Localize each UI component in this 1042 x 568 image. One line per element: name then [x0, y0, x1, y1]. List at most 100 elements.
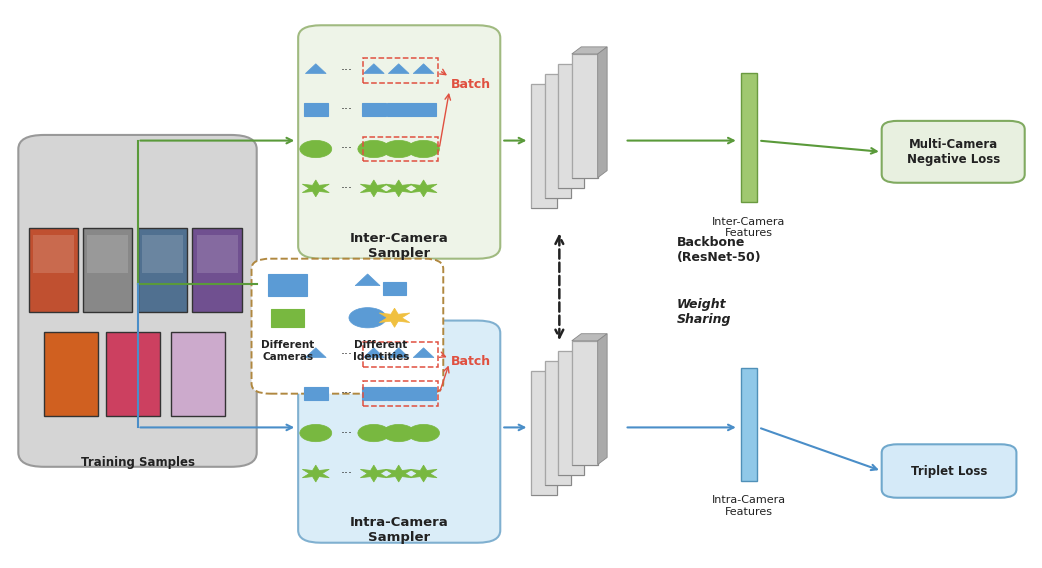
- Bar: [572, 54, 598, 178]
- Text: ···: ···: [341, 348, 353, 361]
- Bar: [138, 228, 188, 312]
- Bar: [559, 64, 585, 188]
- FancyBboxPatch shape: [882, 121, 1024, 183]
- Bar: [86, 235, 128, 273]
- Circle shape: [300, 424, 331, 442]
- Bar: [362, 387, 386, 400]
- Text: ···: ···: [341, 387, 353, 400]
- Bar: [268, 274, 307, 296]
- Polygon shape: [386, 180, 413, 197]
- Polygon shape: [355, 274, 380, 286]
- Circle shape: [349, 308, 387, 328]
- Bar: [197, 235, 238, 273]
- Text: Backbone
(ResNet-50): Backbone (ResNet-50): [676, 236, 761, 264]
- Bar: [82, 228, 132, 312]
- Polygon shape: [305, 64, 326, 73]
- Text: Different
Cameras: Different Cameras: [262, 340, 315, 362]
- Text: Multi-Camera
Negative Loss: Multi-Camera Negative Loss: [907, 138, 1000, 166]
- Text: Intra-Camera
Features: Intra-Camera Features: [712, 495, 786, 516]
- Bar: [572, 54, 598, 178]
- Text: Triplet Loss: Triplet Loss: [911, 465, 987, 478]
- Circle shape: [382, 424, 415, 442]
- Bar: [531, 371, 557, 495]
- Text: Batch: Batch: [450, 78, 491, 91]
- Bar: [545, 361, 571, 485]
- Circle shape: [407, 140, 440, 158]
- Bar: [364, 381, 438, 406]
- Polygon shape: [411, 465, 437, 482]
- Polygon shape: [364, 64, 384, 73]
- Circle shape: [300, 140, 331, 158]
- Bar: [545, 74, 571, 198]
- Polygon shape: [386, 465, 413, 482]
- Bar: [387, 103, 411, 116]
- Bar: [362, 103, 386, 116]
- FancyBboxPatch shape: [298, 320, 500, 543]
- Bar: [412, 103, 436, 116]
- Bar: [559, 351, 585, 475]
- Text: Different
Identities: Different Identities: [353, 340, 410, 362]
- Circle shape: [407, 424, 440, 442]
- Text: Batch: Batch: [450, 354, 491, 367]
- Bar: [364, 342, 438, 367]
- Text: ···: ···: [341, 103, 353, 116]
- Bar: [531, 84, 557, 208]
- Text: Weight
Sharing: Weight Sharing: [676, 298, 731, 326]
- FancyBboxPatch shape: [298, 25, 500, 258]
- Text: Training Samples: Training Samples: [80, 456, 195, 469]
- Bar: [106, 332, 160, 416]
- Bar: [387, 387, 411, 400]
- Polygon shape: [305, 348, 326, 357]
- Bar: [33, 235, 74, 273]
- Polygon shape: [379, 308, 410, 327]
- Polygon shape: [361, 180, 388, 197]
- Text: ···: ···: [341, 64, 353, 77]
- Bar: [572, 341, 598, 465]
- Circle shape: [357, 140, 390, 158]
- Bar: [531, 84, 557, 208]
- Bar: [559, 64, 585, 188]
- Text: ···: ···: [341, 427, 353, 440]
- Bar: [142, 235, 183, 273]
- Text: Inter-Camera
Features: Inter-Camera Features: [713, 216, 786, 238]
- Bar: [364, 137, 438, 161]
- Bar: [271, 309, 304, 327]
- FancyBboxPatch shape: [251, 258, 443, 394]
- Text: ···: ···: [341, 143, 353, 156]
- Polygon shape: [414, 348, 433, 357]
- Polygon shape: [572, 334, 607, 341]
- Polygon shape: [411, 180, 437, 197]
- Bar: [531, 371, 557, 495]
- Polygon shape: [572, 47, 607, 54]
- Polygon shape: [302, 465, 329, 482]
- Polygon shape: [598, 334, 607, 465]
- Polygon shape: [364, 348, 384, 357]
- Bar: [741, 369, 758, 481]
- FancyBboxPatch shape: [882, 444, 1016, 498]
- Text: ···: ···: [341, 467, 353, 480]
- FancyBboxPatch shape: [19, 135, 256, 467]
- Polygon shape: [361, 465, 388, 482]
- Bar: [44, 332, 98, 416]
- Text: Inter-Camera
Sampler: Inter-Camera Sampler: [349, 232, 448, 260]
- Bar: [559, 351, 585, 475]
- Text: Intra-Camera
Sampler: Intra-Camera Sampler: [349, 516, 448, 544]
- Bar: [171, 332, 225, 416]
- Bar: [545, 74, 571, 198]
- Polygon shape: [414, 64, 433, 73]
- Bar: [545, 361, 571, 485]
- Bar: [303, 103, 328, 116]
- Bar: [741, 73, 758, 202]
- Circle shape: [357, 424, 390, 442]
- Polygon shape: [598, 47, 607, 178]
- Bar: [193, 228, 242, 312]
- Polygon shape: [389, 64, 410, 73]
- Bar: [29, 228, 78, 312]
- Text: ···: ···: [341, 182, 353, 195]
- Polygon shape: [389, 348, 410, 357]
- Polygon shape: [302, 180, 329, 197]
- Bar: [303, 387, 328, 400]
- Circle shape: [382, 140, 415, 158]
- Bar: [383, 282, 406, 295]
- Bar: [412, 387, 436, 400]
